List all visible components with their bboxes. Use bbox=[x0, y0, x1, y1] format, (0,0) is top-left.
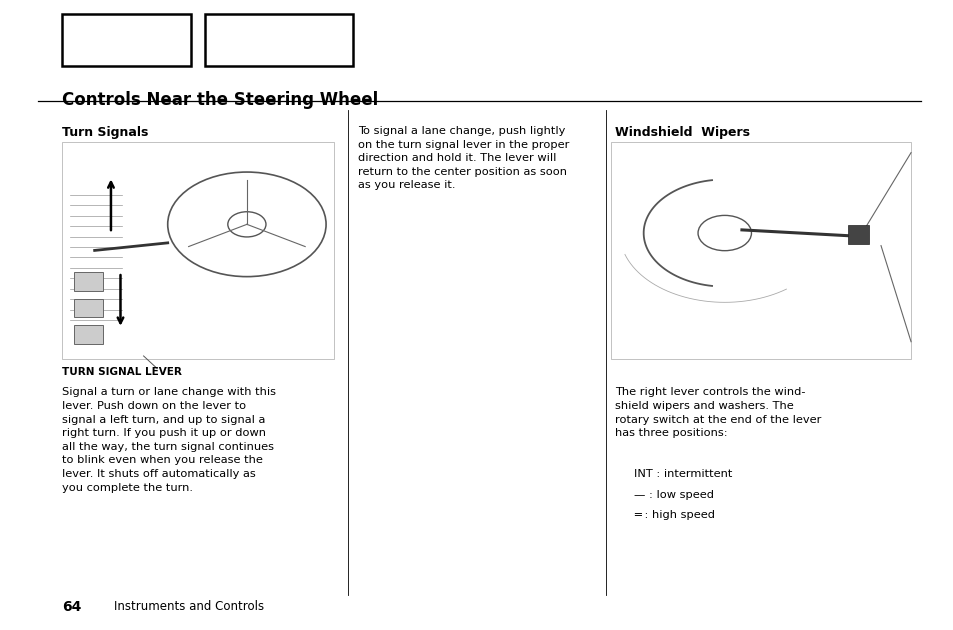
Text: The right lever controls the wind-
shield wipers and washers. The
rotary switch : The right lever controls the wind- shiel… bbox=[615, 387, 821, 438]
Text: — : low speed: — : low speed bbox=[634, 490, 714, 500]
Text: TURN SIGNAL LEVER: TURN SIGNAL LEVER bbox=[62, 367, 182, 377]
Bar bbox=[74, 272, 103, 291]
Text: Controls Near the Steering Wheel: Controls Near the Steering Wheel bbox=[62, 91, 377, 110]
Bar bbox=[62, 14, 191, 66]
Bar bbox=[74, 325, 103, 344]
Text: Windshield  Wipers: Windshield Wipers bbox=[615, 126, 750, 139]
Bar bbox=[62, 142, 334, 359]
Text: 64: 64 bbox=[62, 600, 81, 614]
Text: Turn Signals: Turn Signals bbox=[62, 126, 149, 139]
Bar bbox=[205, 14, 353, 66]
Bar bbox=[610, 142, 910, 359]
Text: To signal a lane change, push lightly
on the turn signal lever in the proper
dir: To signal a lane change, push lightly on… bbox=[357, 126, 569, 190]
Text: INT : intermittent: INT : intermittent bbox=[634, 469, 732, 479]
Text: Instruments and Controls: Instruments and Controls bbox=[114, 600, 264, 613]
Bar bbox=[74, 299, 103, 318]
Text: ═ : high speed: ═ : high speed bbox=[634, 510, 715, 520]
Text: Signal a turn or lane change with this
lever. Push down on the lever to
signal a: Signal a turn or lane change with this l… bbox=[62, 387, 275, 493]
Bar bbox=[847, 226, 868, 244]
